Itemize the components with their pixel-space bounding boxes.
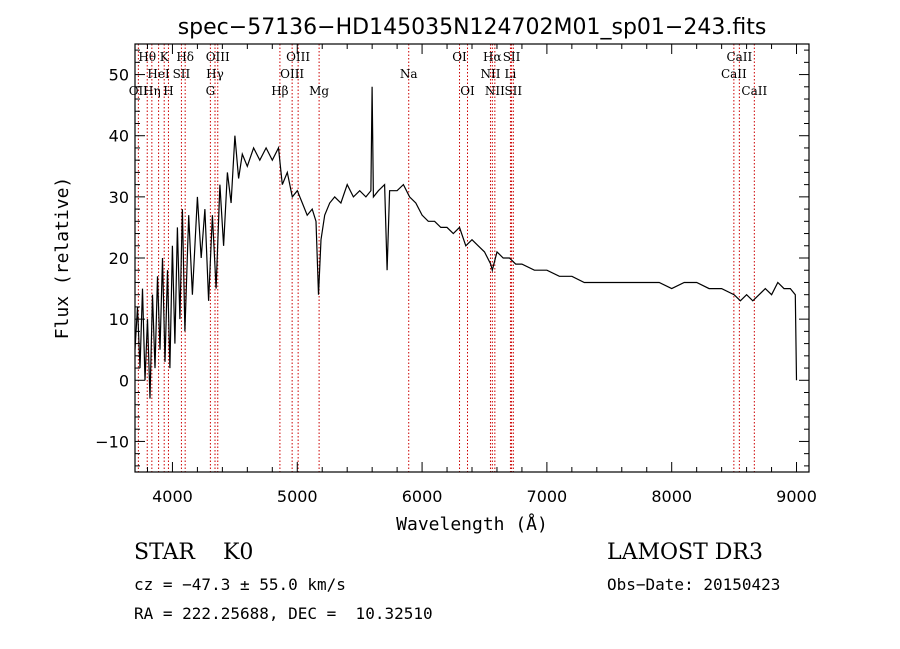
y-tick-label: 50 <box>109 66 129 85</box>
line-marker-label: Hγ <box>206 67 224 81</box>
sky-coordinates: RA = 222.25688, DEC = 10.32510 <box>134 604 433 623</box>
line-marker-label: OIII <box>286 50 310 64</box>
line-marker-label: Hβ <box>271 84 288 98</box>
observation-date: Obs−Date: 20150423 <box>607 575 781 594</box>
survey-name: LAMOST DR3 <box>607 540 763 565</box>
line-marker-label: SII <box>173 67 191 81</box>
line-marker-label: CaII <box>726 50 752 64</box>
line-marker-label: OIII <box>206 50 230 64</box>
y-axis-label: Flux (relative) <box>52 177 73 340</box>
x-tick-label: 7000 <box>527 487 568 506</box>
line-marker-label: SII <box>503 50 521 64</box>
y-tick-label: 20 <box>109 249 129 268</box>
line-marker-label: OIII <box>280 67 304 81</box>
line-marker-label: Hα <box>483 50 502 64</box>
x-tick-label: 9000 <box>776 487 817 506</box>
line-marker-label: Hδ <box>176 50 194 64</box>
line-marker-label: Hη <box>143 84 161 98</box>
y-tick-label: −10 <box>95 432 129 451</box>
line-marker-label: OII <box>129 84 149 98</box>
y-tick-label: 30 <box>109 188 129 207</box>
x-tick-label: 5000 <box>277 487 318 506</box>
line-markers <box>137 44 755 472</box>
line-marker-label: Li <box>505 67 517 81</box>
x-tick-label: 8000 <box>651 487 692 506</box>
y-tick-label: 0 <box>119 371 129 390</box>
line-marker-label: OI <box>452 50 467 64</box>
x-axis-label: Wavelength (Å) <box>396 513 548 535</box>
redshift-velocity: cz = −47.3 ± 55.0 km/s <box>134 575 346 594</box>
x-axis-ticks: 4000 5000 6000 7000 8000 9000 <box>146 44 817 506</box>
y-tick-label: 10 <box>109 310 129 329</box>
line-marker-label: OI <box>460 84 475 98</box>
plot-frame <box>134 43 810 473</box>
line-marker-label: NII <box>480 67 500 81</box>
line-marker-label: Hθ <box>138 50 156 64</box>
x-tick-label: 4000 <box>152 487 193 506</box>
y-tick-label: 40 <box>109 127 129 146</box>
star-classification: STAR K0 <box>134 540 254 565</box>
y-axis-ticks: −10 0 10 20 30 40 50 <box>95 49 809 467</box>
line-marker-label: G <box>206 84 216 98</box>
line-marker-label: NII <box>485 84 505 98</box>
chart-title: spec−57136−HD145035N124702M01_sp01−243.f… <box>178 15 767 40</box>
x-tick-label: 6000 <box>402 487 443 506</box>
line-marker-label: K <box>160 50 170 64</box>
line-marker-label: Mg <box>309 84 329 98</box>
spectrum-line <box>134 86 798 399</box>
line-marker-label: CaII <box>721 67 747 81</box>
line-marker-label: SII <box>504 84 522 98</box>
line-marker-labels: OIIHθHηHeIKHSIIHδGHγOIIIHβOIIIOIIIMgNaOI… <box>129 50 768 98</box>
line-marker-label: H <box>163 84 173 98</box>
line-marker-label: CaII <box>741 84 767 98</box>
line-marker-label: HeI <box>147 67 170 81</box>
line-marker-label: Na <box>400 67 418 81</box>
